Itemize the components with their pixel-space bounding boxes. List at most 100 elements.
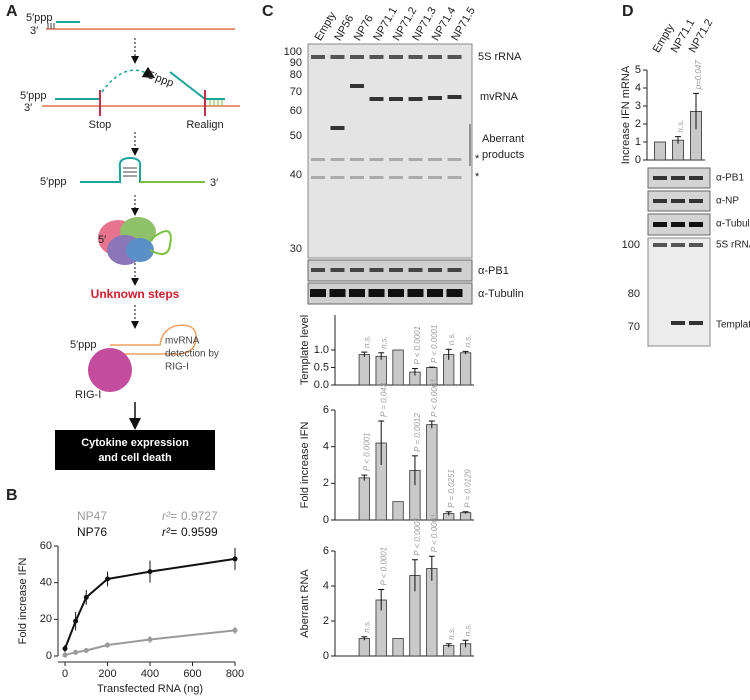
bar: [392, 638, 404, 657]
label: 5′ppp: [26, 12, 53, 24]
point: [83, 594, 89, 600]
x-axis-label: Transfected RNA (ng): [97, 683, 203, 695]
label: 5′ppp: [40, 176, 67, 188]
label: α-NP: [716, 196, 739, 207]
bar: [426, 424, 438, 521]
bar: [358, 354, 370, 386]
gel: [647, 237, 711, 347]
bar: [426, 568, 438, 657]
label: 5′ppp: [70, 339, 97, 351]
annotation: P < 0.0001: [430, 325, 439, 364]
x-tick-label: 200: [98, 668, 116, 680]
legend-label: NP76: [77, 525, 107, 539]
band: [407, 289, 424, 297]
annotation: P = 0.0251: [447, 469, 456, 508]
band: [389, 176, 403, 179]
band: [311, 268, 325, 272]
band: [330, 126, 345, 130]
label: 5S rRNA: [478, 51, 522, 63]
y-tick-label: 2: [635, 118, 641, 130]
annotation: n.s.: [362, 335, 371, 348]
band: [689, 222, 703, 227]
y-tick-label: 20: [40, 613, 52, 625]
x-tick-label: 400: [141, 668, 159, 680]
band: [408, 97, 423, 101]
annotation: n.s.: [447, 332, 456, 345]
band: [408, 55, 423, 59]
band: [369, 158, 384, 161]
marker-label: 90: [290, 57, 302, 69]
annotation: n.s.: [464, 334, 473, 347]
label: detection by: [165, 349, 219, 360]
point: [232, 556, 238, 562]
label: 5′: [98, 234, 106, 246]
rig-i: [88, 348, 132, 392]
label: *: [475, 171, 480, 183]
annotation: n.s.: [676, 120, 685, 133]
panel-label: A: [6, 3, 18, 20]
label: α-Tubulin: [716, 219, 750, 230]
bar: [459, 352, 472, 386]
band: [428, 158, 442, 161]
point: [62, 652, 68, 658]
marker-label: 100: [622, 239, 640, 251]
label: RIG-I: [75, 389, 101, 401]
box: [55, 430, 215, 470]
annotation: P = 0.0129: [464, 469, 473, 508]
marker-label: 100: [284, 46, 302, 58]
r2-value: 0.9727: [181, 509, 218, 523]
annotation: P = 0.043: [379, 382, 388, 417]
annotation: n.s.: [379, 336, 388, 349]
y-tick-label: 3: [635, 100, 641, 112]
band: [653, 199, 667, 203]
bar: [358, 477, 370, 521]
point: [105, 576, 110, 582]
bar: [654, 141, 666, 161]
label: products: [482, 149, 525, 161]
panel-label: B: [6, 487, 18, 504]
y-tick-label: 1.0: [314, 344, 329, 356]
legend-r2: r²= 0.9727: [162, 509, 218, 523]
y-tick-label: 5: [635, 64, 641, 76]
bar: [392, 349, 404, 386]
band: [330, 176, 345, 179]
band: [350, 268, 364, 272]
strand: [169, 71, 225, 100]
band: [330, 268, 345, 272]
y-tick-label: 0: [46, 650, 52, 662]
band: [350, 84, 364, 88]
band: [446, 289, 463, 297]
marker-label: 50: [290, 130, 302, 142]
band: [349, 289, 365, 297]
y-tick-label: 4: [323, 441, 329, 453]
r2-prefix: r²=: [162, 525, 177, 539]
annotation: P < 0.0001: [379, 547, 388, 586]
marker-label: 70: [290, 86, 302, 98]
y-tick-label: 4: [635, 82, 641, 94]
y-axis-label: Fold increase IFN: [299, 422, 311, 509]
band: [671, 199, 685, 203]
band: [447, 55, 462, 59]
band: [310, 289, 326, 297]
band: [653, 176, 667, 180]
band: [428, 55, 442, 59]
marker-label: 80: [628, 288, 640, 300]
marker-label: 30: [290, 243, 302, 255]
label: and cell death: [98, 452, 172, 464]
band: [311, 158, 325, 161]
band: [389, 158, 403, 161]
marker-label: 40: [290, 169, 302, 181]
annotation: n.s.: [447, 627, 456, 640]
label: Template: [716, 320, 750, 331]
band: [408, 176, 423, 179]
band: [689, 199, 703, 203]
band: [428, 268, 442, 272]
annotation: P < 0.0001: [430, 514, 439, 553]
x-tick-label: 600: [183, 668, 201, 680]
band: [671, 176, 685, 180]
y-tick-label: 0: [323, 650, 329, 662]
x-tick-label: 0: [62, 668, 68, 680]
band: [671, 222, 685, 227]
y-axis-label: Aberrant RNA: [299, 569, 311, 638]
